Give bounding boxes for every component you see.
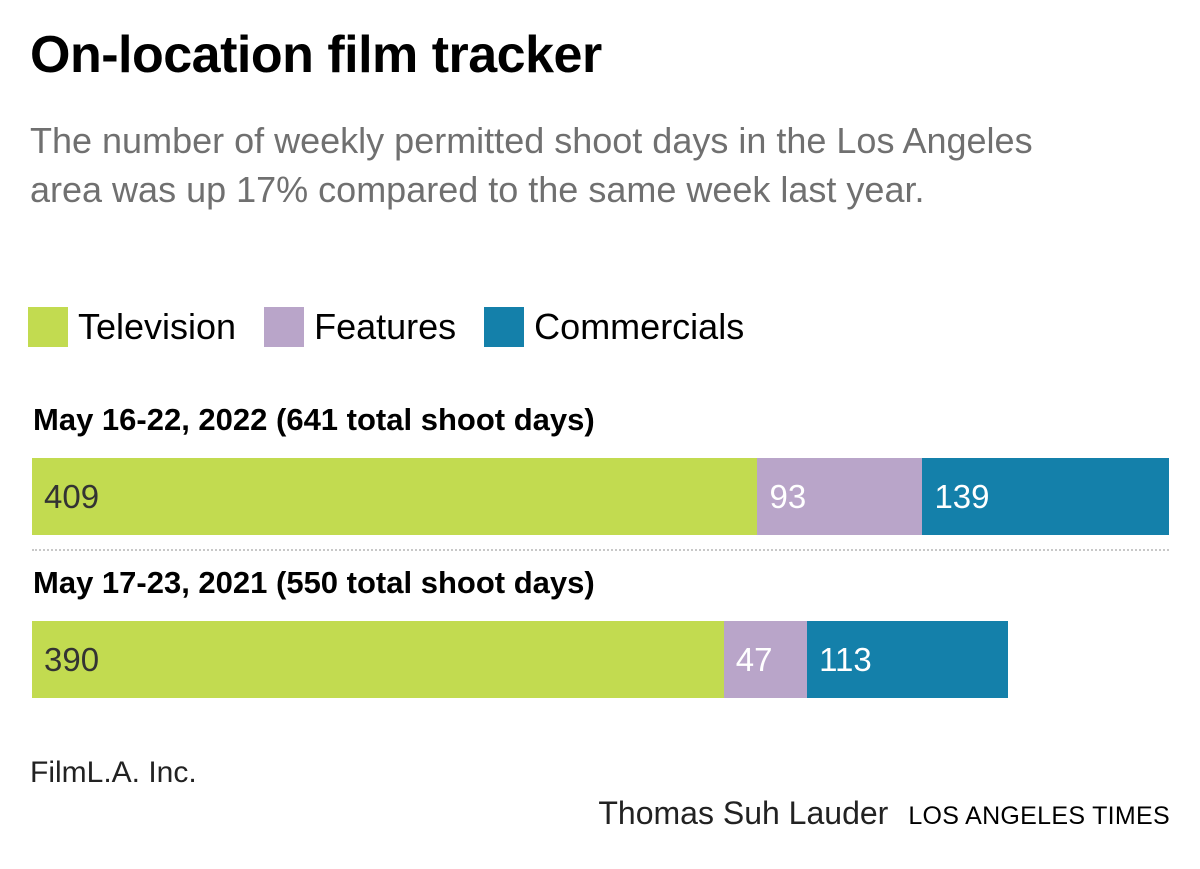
data-label-commercials-2022: 139 [934,478,990,515]
source-note: FilmL.A. Inc. [30,756,197,789]
credit: Thomas Suh Lauder LOS ANGELES TIMES [598,795,1170,832]
group-label-2022: May 16-22, 2022 (641 total shoot days) [33,402,595,437]
credit-org: LOS ANGELES TIMES [908,802,1170,830]
data-label-television-2021: 390 [44,641,100,678]
bar-features-2021 [723,621,808,698]
legend-label-features: Features [314,306,457,347]
legend-label-television: Television [78,306,237,347]
bar-features-2022 [757,458,923,535]
bar-television-2021 [32,621,724,698]
group-divider [32,549,1169,551]
legend-item-features: Features [264,306,456,348]
bar-television-2022 [32,458,758,535]
legend-label-commercials: Commercials [534,306,745,347]
data-label-features-2022: 93 [769,478,807,515]
legend-item-television: Television [28,306,236,348]
credit-author: Thomas Suh Lauder [598,795,889,831]
bar-commercials-2021 [807,621,1008,698]
chart-subtitle: The number of weekly permitted shoot day… [30,120,1033,210]
group-label-2021: May 17-23, 2021 (550 total shoot days) [33,565,595,600]
data-label-features-2021: 47 [735,641,773,678]
legend: Television Features Commercials [28,306,772,348]
legend-swatch-commercials [484,307,525,347]
bar-row-2021: 390 47 113 [32,621,1169,698]
chart-title: On-location film tracker [30,26,602,84]
data-label-commercials-2021: 113 [819,641,872,678]
bar-row-2022: 409 93 139 [32,458,1169,535]
legend-swatch-features [264,307,305,347]
legend-swatch-television [28,307,68,347]
legend-item-commercials: Commercials [484,306,744,348]
bar-commercials-2022 [922,458,1169,535]
data-label-television-2022: 409 [44,478,100,515]
